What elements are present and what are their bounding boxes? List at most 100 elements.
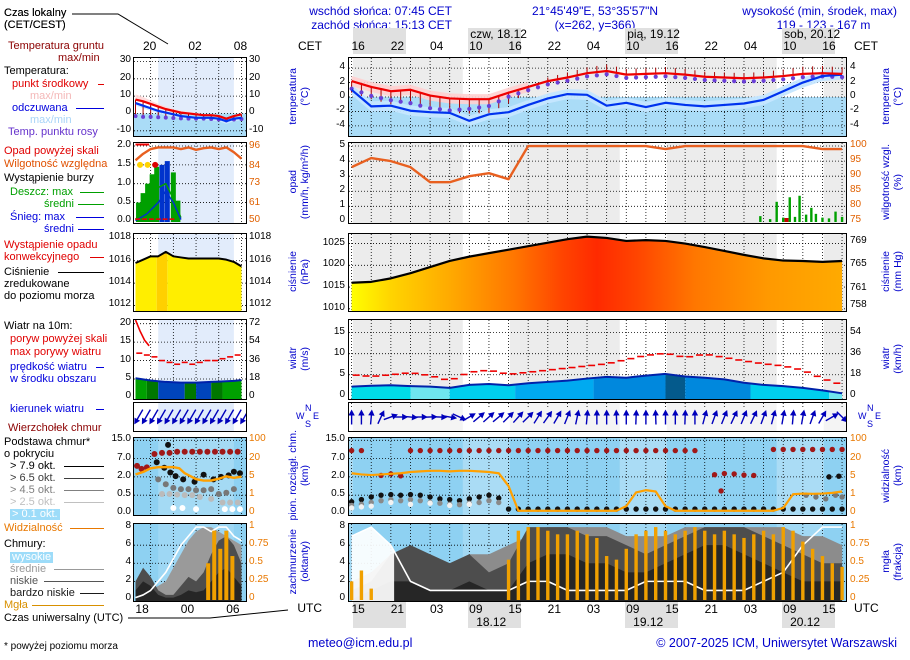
legend-panel-temperature <box>133 57 247 137</box>
main-panel-wind <box>348 319 847 400</box>
main-axis-tick-right: 0 <box>850 388 856 400</box>
axis-title-right-line: (°C) <box>892 86 904 106</box>
sunrise-text: wschód słońca: 07:45 CET <box>309 4 452 18</box>
axis-title-left: zachmurzenie (oktanty) <box>282 511 316 612</box>
legend-label: Widzialność <box>4 522 63 534</box>
legend-label: > 7.9 okt. <box>10 460 56 472</box>
main-axis-tick-left: 2 <box>339 184 345 196</box>
legend-label: prędkość wiatru <box>10 361 88 373</box>
axis-title-left-line: ciśnienie <box>287 251 299 292</box>
grid-xy-text: (x=262, y=366) <box>554 18 636 32</box>
legend-label: odczuwana <box>12 102 68 114</box>
main-axis-tick-right: 0 <box>850 90 856 101</box>
legend-label: punkt środkowy <box>12 78 89 90</box>
main-panel-pressure <box>348 233 847 312</box>
axis-title-left-line: (m/s) <box>299 346 311 371</box>
legend-connector-line <box>64 514 104 515</box>
legend-label: Wystąpienie burzy <box>4 172 94 184</box>
axis-title-right-line: (frakcja) <box>892 542 904 581</box>
utc-hour-tick: 21 <box>704 602 718 616</box>
legend-label: Temperatura: <box>4 65 69 77</box>
legend-label: max porywy wiatru <box>10 346 102 358</box>
legend-utc-hour-tick: 06 <box>226 602 240 616</box>
main-axis-tick-right: 765 <box>850 258 867 270</box>
legend-label: Czas uniwersalny (UTC) <box>4 612 124 624</box>
legend-axis-tick-left: 2 <box>125 574 131 586</box>
axis-title-right: wiatr (km/h) <box>876 307 908 410</box>
legend-connector-line <box>64 502 104 503</box>
legend-label: max/min <box>58 52 100 64</box>
axis-title-right-line: mgła <box>880 550 892 573</box>
axis-title-left-line: (hPa) <box>299 258 311 285</box>
cet-label-top-left: CET <box>298 39 322 53</box>
legend-connector-line <box>80 593 104 594</box>
main-axis-tick-right: 769 <box>850 235 867 247</box>
day-label: pią, 19.12 <box>627 27 680 41</box>
legend-axis-tick-right: 54 <box>249 335 261 347</box>
main-axis-tick-left: -4 <box>336 118 345 130</box>
legend-label: > 4.5 okt. <box>10 484 56 496</box>
contact-email-link[interactable]: meteo@icm.edu.pl <box>308 636 413 650</box>
legend-axis-tick-left: 15.0 <box>111 433 131 445</box>
main-axis-tick-left: 0 <box>339 214 345 226</box>
legend-label: Wiatr na 10m: <box>4 320 73 332</box>
footnote-above-sea-level: * powyżej poziomu morza <box>4 641 118 652</box>
utc-hour-tick: 21 <box>547 602 561 616</box>
main-axis-tick-right: 0.75 <box>850 538 870 550</box>
legend-panel-cloud-cover-fog <box>133 523 247 602</box>
legend-axis-tick-right: 73 <box>249 177 261 189</box>
cet-hour-tick: 04 <box>429 39 444 53</box>
cet-hour-tick: 16 <box>822 39 836 53</box>
legend-connector-line <box>64 490 104 491</box>
legend-axis-tick-right: 1014 <box>249 276 272 288</box>
main-axis-tick-left: 0 <box>339 388 345 400</box>
axis-title-right: wilgotność wzgl. (%) <box>876 130 908 234</box>
main-axis-tick-left: 15 <box>333 325 345 337</box>
axis-title-left-line: (mm/h, kg/m²/h) <box>299 144 311 220</box>
main-axis-tick-left: 1010 <box>322 301 345 313</box>
cet-hour-tick: 22 <box>547 39 561 53</box>
cet-hour-tick: 10 <box>469 39 483 53</box>
compass-letter: S <box>305 419 312 429</box>
cet-hour-tick: 22 <box>390 39 405 53</box>
date-label: 19.12 <box>633 615 664 629</box>
axis-title-left-line: (oktanty) <box>299 541 311 582</box>
cet-hour-tick: 10 <box>626 39 640 53</box>
legend-connector-line <box>76 217 104 218</box>
local-time-label-line2: (CET/CEST) <box>4 19 66 31</box>
axis-title-right-line: (%) <box>892 173 904 191</box>
main-axis-tick-left: 4 <box>339 61 345 73</box>
main-axis-tick-right: -2 <box>850 104 859 116</box>
legend-axis-tick-right: 36 <box>249 353 261 365</box>
main-axis-tick-left: 7.0 <box>331 451 345 463</box>
day-band-bottom <box>468 602 521 628</box>
utc-hour-tick: 03 <box>429 602 444 616</box>
cet-label-top-right: CET <box>854 39 878 53</box>
legend-label: średni <box>44 223 74 235</box>
legend-panel-pressure <box>133 233 247 312</box>
main-axis-tick-left: 0.0 <box>331 506 345 518</box>
legend-axis-tick-left: 0.5 <box>117 488 131 500</box>
main-axis-tick-right: 100 <box>850 433 867 445</box>
main-axis-tick-right: 0 <box>850 506 856 518</box>
axis-title-right-line: widzialność <box>880 448 892 503</box>
legend-axis-tick-left: 0 <box>125 390 131 402</box>
day-label: sob, 20.12 <box>784 27 841 41</box>
axis-title-left-line: wiatr <box>287 347 299 370</box>
legend-connector-line <box>76 108 104 109</box>
legend-label: średnie <box>10 563 47 575</box>
cet-hour-tick: 16 <box>351 39 365 53</box>
legend-axis-tick-right: 0 <box>249 506 255 518</box>
axis-title-left-line: opad <box>287 170 299 194</box>
legend-label: wysokie <box>10 551 54 563</box>
legend-axis-tick-right: 20 <box>249 71 261 83</box>
legend-utc-hour-tick: 00 <box>180 602 195 616</box>
compass-letter: S <box>867 419 874 429</box>
legend-connector-line <box>56 557 104 558</box>
legend-panel-wind <box>133 319 247 400</box>
legend-axis-tick-left: 1.0 <box>117 176 131 188</box>
legend-label: bardzo niskie <box>10 587 75 599</box>
utc-hour-tick: 03 <box>743 602 758 616</box>
